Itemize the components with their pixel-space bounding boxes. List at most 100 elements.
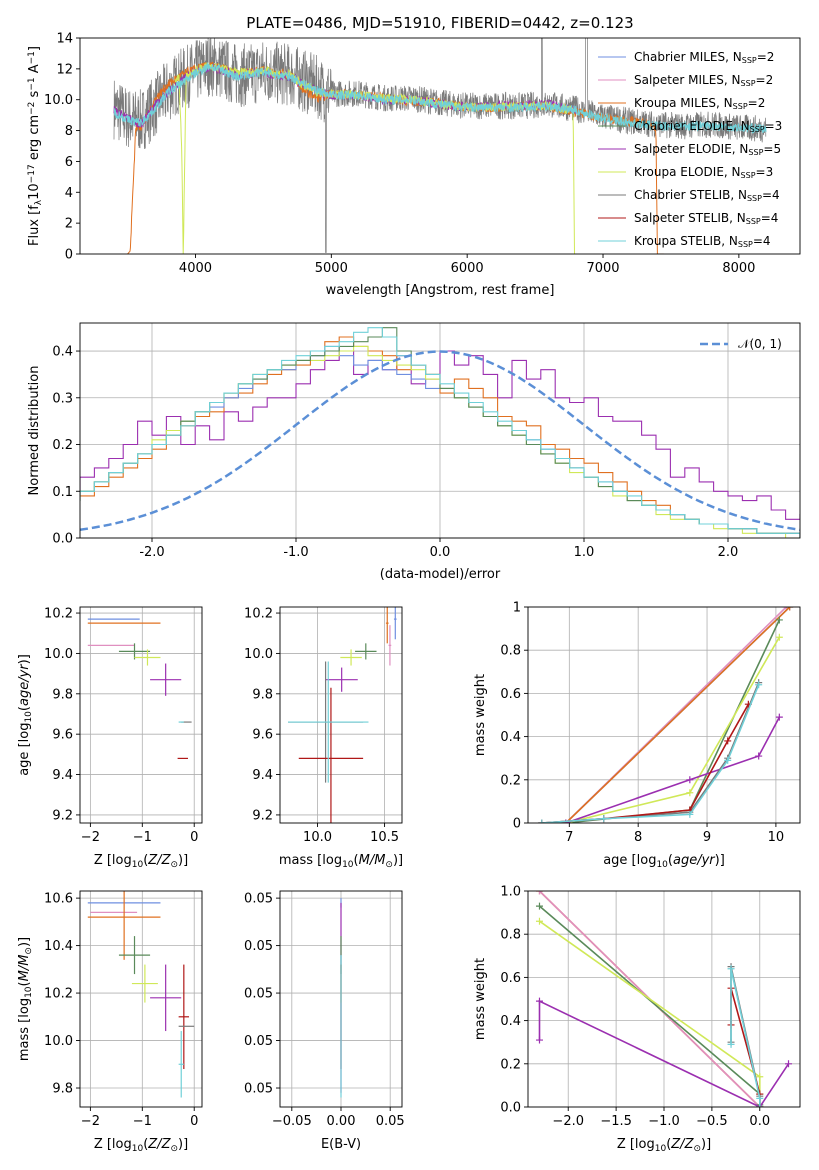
residuals-axes: -2.0 -1.0 0.0 1.0 2.0 0.0 0.1 0.2 0.3 0.4	[52, 323, 800, 560]
label-part: 10	[27, 183, 42, 200]
x-tick-label: −2	[81, 830, 100, 845]
label-part: )]	[17, 654, 32, 664]
legend-label: Chabrier STELIB, NSSP=4	[634, 188, 780, 203]
plus-marker	[535, 1036, 543, 1044]
y-tick-label: 0.6	[500, 687, 521, 702]
plus-marker	[538, 819, 546, 823]
label-part: age/yr	[17, 663, 32, 706]
x-tick-label: -2.0	[139, 545, 164, 560]
age_vs_Z-frame	[79, 606, 203, 824]
x-tick-label: −0.5	[696, 1114, 728, 1129]
legend-val: =3	[765, 119, 783, 133]
massweight_vs_Z-frame	[527, 890, 801, 1108]
massweight-line	[565, 607, 791, 823]
label-part: )]	[17, 937, 32, 947]
y-tick-label: 10.2	[44, 987, 73, 1002]
x-tick-label: −1	[133, 830, 152, 845]
legend-val: =3	[756, 165, 774, 179]
label-part: age/yr	[673, 853, 716, 868]
y-tick-label: 0.3	[52, 391, 73, 406]
label-part: ⊙	[385, 860, 393, 870]
label-part: erg cm	[27, 115, 42, 164]
label-part: )]	[701, 1137, 711, 1152]
x-tick-label: 1.0	[574, 545, 595, 560]
legend-sub: SSP	[741, 171, 756, 180]
legend-label: Kroupa STELIB, NSSP=4	[634, 234, 771, 249]
label-part: 10	[132, 1144, 144, 1154]
massweight_vs_age-xlabel: age [log10(age/yr)]	[603, 853, 725, 870]
x-tick-label: 7	[565, 830, 573, 845]
y-tick-label: 0.6	[500, 971, 521, 986]
plus-marker	[724, 737, 732, 745]
legend-val: =4	[753, 234, 771, 248]
y-tick-label: 10.2	[244, 607, 273, 622]
errorbar	[87, 891, 161, 960]
residuals-ylabel: Normed distribution	[27, 366, 42, 496]
label-part: )]	[178, 1137, 188, 1152]
legend-val: =4	[761, 211, 779, 225]
x-tick-label: 8000	[722, 261, 755, 276]
massweight_vs_Z-xlabel: Z [log10(Z/Z⊙)]	[617, 1137, 711, 1154]
y-tick-label: 9.8	[52, 687, 73, 702]
y-tick-label: 0.2	[500, 773, 521, 788]
errorbar	[288, 661, 369, 783]
plus-marker	[600, 815, 608, 823]
mass_vs_EBV-xlabel: E(B-V)	[321, 1137, 361, 1152]
mass_vs_Z-frame	[79, 890, 203, 1108]
y-tick-label: 10.0	[44, 93, 73, 108]
gaussian-curve	[80, 350, 800, 532]
legend-sub: SSP	[750, 125, 765, 134]
errorbar	[355, 643, 377, 660]
age_vs_mass-errorbars	[288, 607, 397, 823]
mass_vs_EBV-axes: −0.05 0.00 0.05 0.05 0.05 0.05 0.05 0.05	[244, 891, 405, 1129]
label-part: (	[143, 1137, 148, 1152]
legend-sub: SSP	[742, 56, 757, 65]
massweight_vs_Z-axes: −2.0 −1.5 −1.0 −0.5 0.0 0.0 0.2 0.4 0.6 0.8 1.0	[500, 885, 800, 1129]
mass_vs_Z-errorbars	[87, 891, 195, 1098]
label-part: ]	[27, 46, 42, 51]
y-tick-label: 1	[513, 601, 521, 616]
residuals-frame	[79, 322, 801, 539]
y-tick-label: 4	[65, 186, 73, 201]
plus-marker	[724, 756, 732, 764]
y-tick-label: 9.8	[252, 687, 273, 702]
y-tick-label: 0.05	[244, 892, 273, 907]
errorbar	[178, 1031, 184, 1098]
x-tick-label: -1.0	[283, 545, 308, 560]
legend-sub: SSP	[748, 148, 763, 157]
label-part: mass [log	[279, 853, 342, 868]
massweight_vs_age-lines	[538, 607, 794, 823]
legend-label: Salpeter STELIB, NSSP=4	[634, 211, 778, 226]
legend-label: Chabrier MILES, NSSP=2	[634, 50, 774, 65]
y-tick-label: 0.05	[244, 939, 273, 954]
label-part: −1	[27, 51, 37, 64]
massweight-line	[538, 999, 790, 1107]
plus-marker	[535, 891, 543, 895]
histogram-step-line	[80, 350, 800, 520]
legend-val: =2	[757, 50, 775, 64]
x-tick-label: 8	[634, 830, 642, 845]
age_vs_mass-axes: 10.0 10.5 9.2 9.4 9.6 9.8 10.0 10.2	[244, 607, 402, 845]
label-part: Z [log	[617, 1137, 655, 1152]
legend-label: Kroupa MILES, NSSP=2	[634, 96, 765, 111]
label-part: age [log	[17, 723, 32, 776]
plus-marker	[756, 1094, 764, 1102]
x-tick-label: 0.0	[749, 1114, 770, 1129]
x-tick-label: 5000	[315, 261, 348, 276]
y-tick-label: 10.0	[44, 1034, 73, 1049]
legend-sub: SSP	[746, 217, 761, 226]
massweight-line	[539, 920, 761, 1107]
massweight-line	[730, 968, 761, 1107]
spectrum-xlabel: wavelength [Angstrom, rest frame]	[326, 283, 555, 298]
x-tick-label: −1.0	[648, 1114, 680, 1129]
plot-layer: 4000 5000 6000 7000 80000246810.01214Chabrie…	[17, 32, 801, 1154]
legend-label: Salpeter ELODIE, NSSP=5	[634, 142, 781, 157]
residuals-xlabel: (data-model)/error	[380, 567, 501, 582]
errorbar	[325, 667, 358, 692]
y-tick-label: 0.0	[52, 532, 73, 547]
spectrum-frame	[79, 37, 801, 255]
y-tick-label: 8	[65, 124, 73, 139]
label-part: )]	[178, 853, 188, 868]
